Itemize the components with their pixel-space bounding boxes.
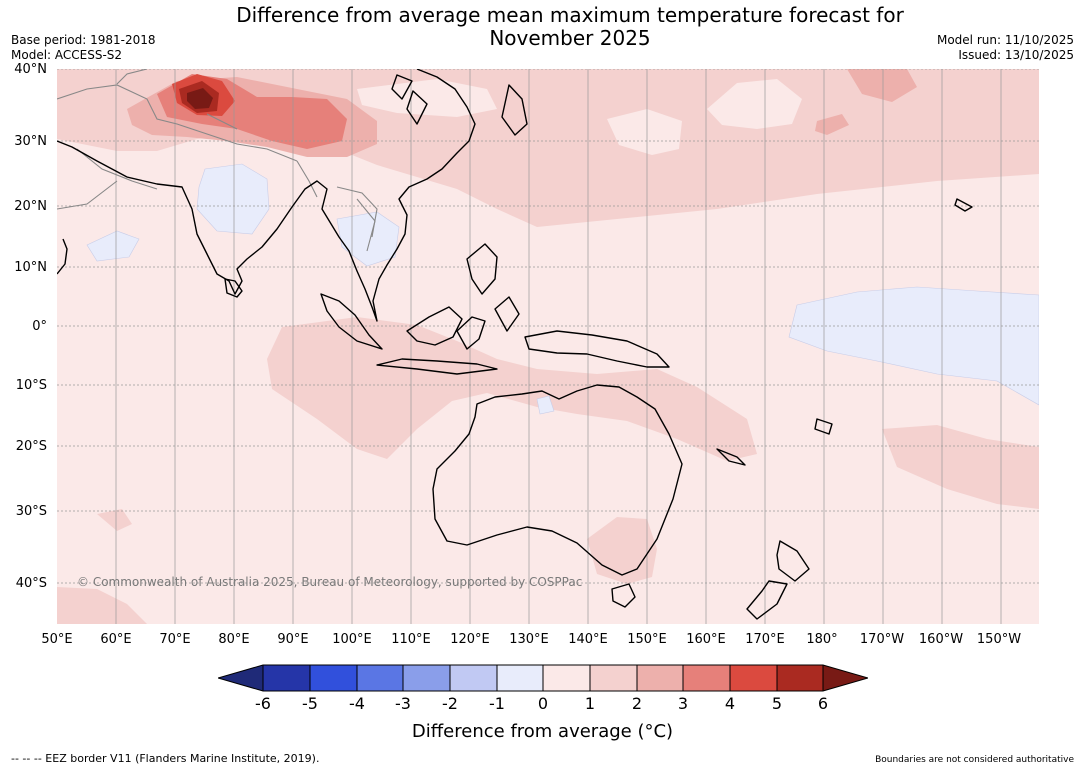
colorbar-tick: -1 xyxy=(489,694,505,713)
colorbar-tick: 2 xyxy=(631,694,643,713)
colorbar-bin-p3 xyxy=(683,665,730,691)
anomaly-regions-negative xyxy=(86,163,1040,415)
lon-label-80e: 80°E xyxy=(218,632,250,647)
lon-label-60e: 60°E xyxy=(100,632,132,647)
lat-label-20n: 20°N xyxy=(14,199,47,214)
colorbar xyxy=(216,664,870,692)
colorbar-dividers xyxy=(262,665,824,691)
colorbar-bin-m6 xyxy=(263,665,310,691)
model-run: Model run: 11/10/2025 xyxy=(936,33,1074,47)
boundaries-disclaimer: Boundaries are not considered authoritat… xyxy=(875,755,1074,765)
map-title: Difference from average mean maximum tem… xyxy=(170,4,970,50)
colorbar-svg xyxy=(216,664,870,692)
lon-label-120e: 120°E xyxy=(450,632,490,647)
lon-label-180: 180° xyxy=(806,632,838,647)
lon-label-130e: 130°E xyxy=(509,632,549,647)
colorbar-bin-p2 xyxy=(637,665,683,691)
colorbar-bin-p4 xyxy=(730,665,777,691)
colorbar-bin-p5 xyxy=(777,665,823,691)
lon-label-170e: 170°E xyxy=(745,632,785,647)
colorbar-tick: 1 xyxy=(584,694,596,713)
lat-label-30s: 30°S xyxy=(15,504,47,519)
meta-left: Base period: 1981-2018 Model: ACCESS-S2 xyxy=(11,33,156,63)
lon-label-160e: 160°E xyxy=(686,632,726,647)
lat-label-20s: 20°S xyxy=(15,439,47,454)
lon-label-170w: 170°W xyxy=(859,632,905,647)
issued-date: Issued: 13/10/2025 xyxy=(958,48,1074,62)
colorbar-tick: 0 xyxy=(537,694,549,713)
colorbar-bin-p0 xyxy=(543,665,590,691)
colorbar-bin-m5 xyxy=(310,665,357,691)
colorbar-extend-high xyxy=(823,665,868,691)
model-name: Model: ACCESS-S2 xyxy=(11,48,123,62)
copyright-notice: © Commonwealth of Australia 2025, Bureau… xyxy=(77,575,583,589)
colorbar-bin-m3 xyxy=(403,665,450,691)
colorbar-bin-m2 xyxy=(450,665,497,691)
colorbar-bin-p1 xyxy=(590,665,637,691)
lat-label-equator: 0° xyxy=(32,319,47,334)
colorbar-tick: 4 xyxy=(724,694,736,713)
eez-border-note: -- -- -- EEZ border V11 (Flanders Marine… xyxy=(11,752,320,765)
country-borders xyxy=(56,68,378,252)
base-period: Base period: 1981-2018 xyxy=(11,33,156,47)
colorbar-tick: 6 xyxy=(817,694,829,713)
meta-right: Model run: 11/10/2025 Issued: 13/10/2025 xyxy=(937,33,1074,63)
coastlines xyxy=(56,68,973,620)
lon-label-70e: 70°E xyxy=(159,632,191,647)
colorbar-tick: 5 xyxy=(771,694,783,713)
lon-label-140e: 140°E xyxy=(568,632,608,647)
lon-label-150e: 150°E xyxy=(627,632,667,647)
colorbar-extend-low xyxy=(218,665,263,691)
lon-label-160w: 160°W xyxy=(918,632,964,647)
lat-label-10s: 10°S xyxy=(15,378,47,393)
title-line-1: Difference from average mean maximum tem… xyxy=(236,3,904,27)
anomaly-regions-above-6 xyxy=(187,88,213,109)
map-svg xyxy=(56,68,1040,624)
colorbar-tick: -4 xyxy=(349,694,365,713)
lon-label-100e: 100°E xyxy=(332,632,372,647)
lat-label-40n: 40°N xyxy=(14,62,47,77)
colorbar-tick: -5 xyxy=(302,694,318,713)
lon-label-90e: 90°E xyxy=(277,632,309,647)
lat-label-10n: 10°N xyxy=(14,260,47,275)
colorbar-bin-m1 xyxy=(497,665,543,691)
colorbar-bin-m4 xyxy=(357,665,403,691)
lon-label-150w: 150°W xyxy=(976,632,1022,647)
lat-label-40s: 40°S xyxy=(15,576,47,591)
colorbar-tick: 3 xyxy=(677,694,689,713)
colorbar-tick: -3 xyxy=(395,694,411,713)
lon-label-110e: 110°E xyxy=(391,632,431,647)
title-line-2: November 2025 xyxy=(489,26,651,50)
colorbar-label: Difference from average (°C) xyxy=(411,721,674,742)
forecast-map xyxy=(56,68,1040,624)
colorbar-tick: -6 xyxy=(255,694,271,713)
lat-label-30n: 30°N xyxy=(14,134,47,149)
colorbar-tick: -2 xyxy=(442,694,458,713)
lon-label-50e: 50°E xyxy=(41,632,73,647)
